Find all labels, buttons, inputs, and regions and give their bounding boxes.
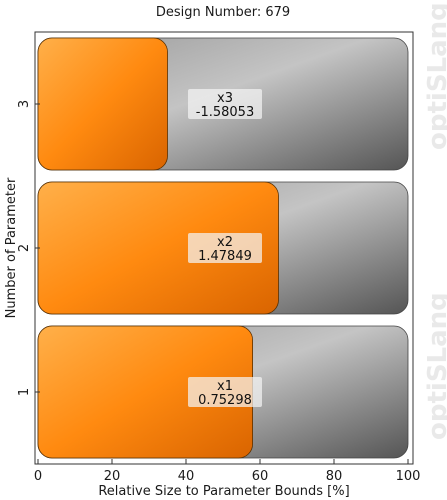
y-tick-label-1: 1 [17,388,32,396]
y-axis-label: Number of Parameter [4,177,19,318]
x-tick-label-0: 0 [34,469,42,484]
x-ticks: 0 20 40 60 80 100 [34,459,421,484]
x-tick-label-80: 80 [326,469,343,484]
value-label-box-x3 [188,89,262,119]
watermark: optiSLang optiSLang [423,2,447,440]
chart-title: Design Number: 679 [156,5,290,20]
x-tick-label-60: 60 [252,469,269,484]
value-labels-layer: x10.75298 x21.47849 x3-1.58053 [188,89,262,408]
x-axis-label: Relative Size to Parameter Bounds [%] [98,484,349,499]
x-tick-label-100: 100 [396,469,421,484]
y-tick-label-3: 3 [17,100,32,108]
x-tick-label-20: 20 [104,469,121,484]
bar-name-label-x3: x3 [217,91,233,106]
watermark-text-1: optiSLang [423,2,447,150]
value-label-box-x2 [188,233,262,263]
watermark-text-2: optiSLang [423,292,447,440]
bar-value-label-x1: 0.75298 [198,393,252,408]
bar-value-label-x2: 1.47849 [198,249,252,264]
y-tick-label-2: 2 [17,244,32,252]
bar-value-label-x3: -1.58053 [196,105,254,120]
y-ticks: 1 2 3 [17,100,40,396]
value-label-box-x1 [188,377,262,407]
value-bar-x3 [37,37,168,171]
x-tick-label-40: 40 [178,469,195,484]
bar-name-label-x2: x2 [217,235,233,250]
bar-name-label-x1: x1 [217,379,233,394]
